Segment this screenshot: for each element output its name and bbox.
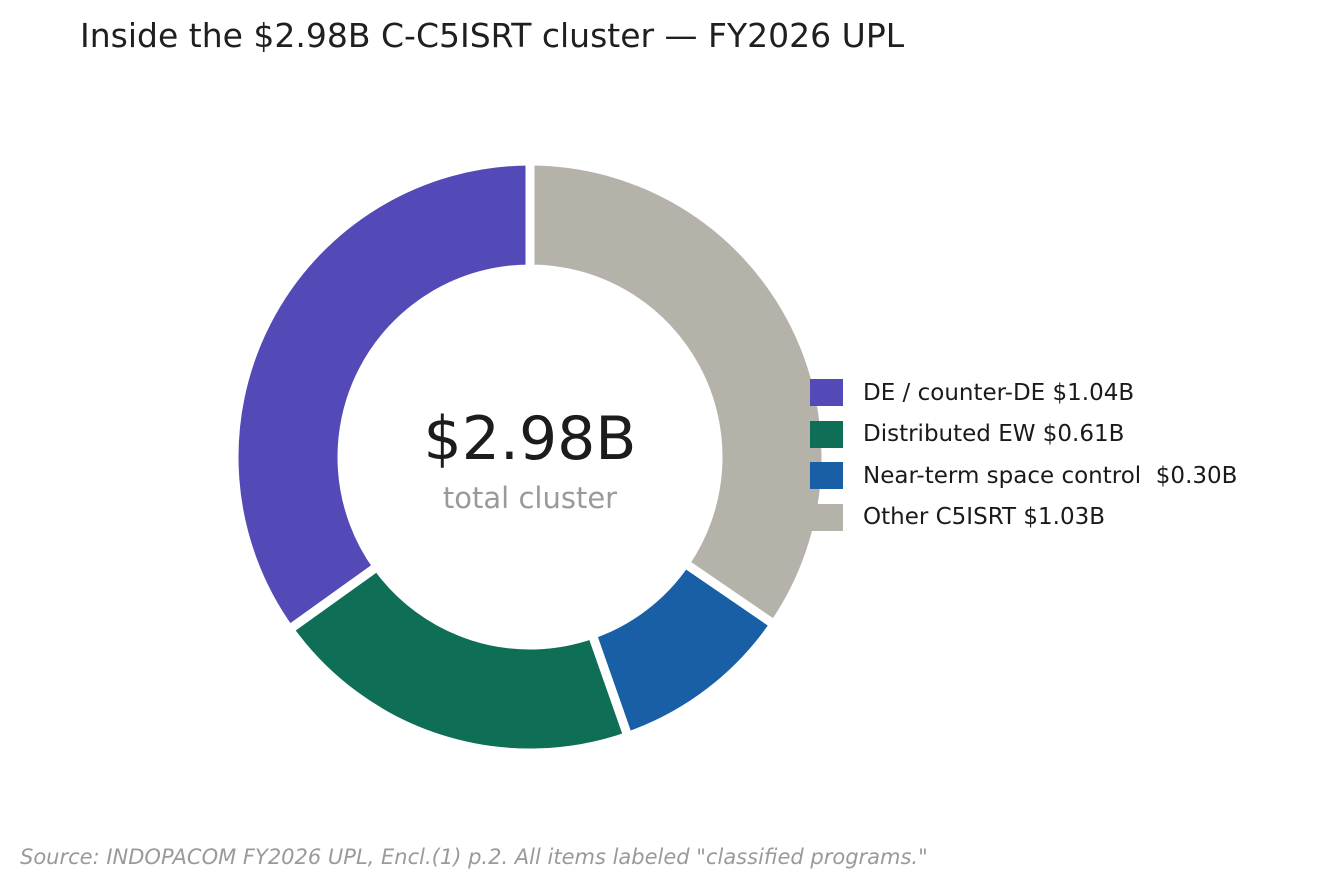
- legend-swatch: [810, 462, 843, 490]
- legend-label: Other C5ISRT $1.03B: [863, 504, 1105, 531]
- center-total-value: $2.98B: [424, 404, 637, 474]
- legend: DE / counter-DE $1.04B Distributed EW $0…: [810, 378, 1237, 544]
- center-total-caption: total cluster: [443, 481, 617, 515]
- legend-label: Distributed EW $0.61B: [863, 421, 1125, 448]
- legend-item-distributed-ew: Distributed EW $0.61B: [810, 420, 1237, 449]
- chart-title: Inside the $2.98B C-C5ISRT cluster — FY2…: [80, 16, 905, 55]
- legend-label: Near-term space control $0.30B: [863, 462, 1238, 489]
- legend-item-near-term-space-control: Near-term space control $0.30B: [810, 461, 1237, 490]
- donut-slice-3: [525, 156, 831, 631]
- donut-slice-1: [283, 560, 634, 758]
- source-note: Source: INDOPACOM FY2026 UPL, Encl.(1) p…: [20, 845, 928, 869]
- donut-slice-0: [229, 156, 535, 636]
- donut-slices: [229, 156, 831, 758]
- legend-item-de-counter-de: DE / counter-DE $1.04B: [810, 378, 1237, 407]
- legend-swatch: [810, 420, 843, 448]
- legend-swatch: [810, 503, 843, 531]
- legend-item-other-c5isrt: Other C5ISRT $1.03B: [810, 503, 1237, 532]
- legend-swatch: [810, 379, 843, 406]
- legend-label: DE / counter-DE $1.04B: [863, 379, 1135, 406]
